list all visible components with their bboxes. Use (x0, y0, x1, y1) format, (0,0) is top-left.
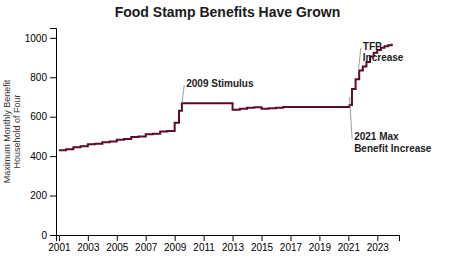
y-axis: 0 200 400 600 800 1000 (25, 29, 57, 241)
tick-mark (146, 235, 147, 241)
tick-mark (50, 117, 56, 118)
annotation: 2009 Stimulus (186, 78, 254, 89)
annotation-line-text: Benefit Increase (354, 143, 432, 154)
tick-mark (88, 235, 89, 241)
x-axis: 2001 2003 2005 2007 2009 2011 2013 2015 2017 2019… (48, 235, 399, 253)
annotation-line-text: Increase (363, 52, 404, 63)
tick-label: 2003 (77, 242, 100, 253)
data-layer (59, 44, 392, 150)
tick-mark (50, 77, 56, 78)
tick-label: 2011 (193, 242, 215, 253)
annotation-line (358, 48, 360, 71)
tick-label: 2017 (280, 242, 303, 253)
tick-label: 2009 (164, 242, 187, 253)
y-axis-title: Maximum Monthly BenefitHousehold of Four (2, 79, 22, 183)
annotation-line-text: 2021 Max (354, 131, 399, 142)
tick-label: 2023 (367, 242, 390, 253)
tick: 2011 (193, 235, 215, 253)
axis-line (50, 29, 57, 236)
tick-mark (59, 235, 60, 241)
tick-label: 2015 (251, 242, 274, 253)
annotation-line-text: 2009 Stimulus (186, 78, 254, 89)
tick-mark (175, 235, 176, 241)
annotation: TFPIncrease (363, 41, 404, 64)
tick-mark (233, 235, 234, 241)
tick-label: 600 (30, 111, 47, 122)
tick-mark (117, 235, 118, 241)
tick: 600 (30, 111, 56, 122)
tick-label: 0 (41, 230, 47, 241)
annotation-line (350, 97, 353, 138)
tick: 0 (41, 230, 56, 241)
tick-mark (50, 235, 56, 236)
annotation-line (182, 85, 184, 103)
tick-label: 2013 (222, 242, 245, 253)
tick: 2021 (338, 235, 361, 253)
tick-label: 2019 (309, 242, 332, 253)
tick-label: 200 (30, 190, 47, 201)
tick: 1000 (25, 33, 56, 44)
plot: 2001 2003 2005 2007 2009 2011 2013 2015 2017 2019… (25, 29, 432, 254)
tick: 2015 (251, 235, 274, 253)
y-axis-title-line: Maximum Monthly Benefit (2, 79, 12, 183)
tick: 200 (30, 190, 56, 201)
tick: 2013 (222, 235, 245, 253)
tick-mark (377, 235, 378, 241)
tick-mark (50, 156, 56, 157)
tick-mark (262, 235, 263, 241)
tick-mark (290, 235, 291, 241)
tick: 2005 (106, 235, 129, 253)
step-line (59, 44, 392, 150)
tick-mark (50, 196, 56, 197)
tick: 800 (30, 72, 56, 83)
tick: 2003 (77, 235, 100, 253)
tick: 2009 (164, 235, 187, 253)
y-axis-title-line: Household of Four (12, 94, 22, 168)
annotation: 2021 MaxBenefit Increase (354, 131, 432, 154)
tick-mark (50, 38, 56, 39)
tick-label: 2021 (338, 242, 361, 253)
tick-label: 2001 (48, 242, 71, 253)
tick-label: 800 (30, 72, 47, 83)
tick: 2019 (309, 235, 332, 253)
chart: 2001 2003 2005 2007 2009 2011 2013 2015 2017 2019… (0, 0, 474, 257)
tick: 2023 (367, 235, 390, 253)
tick: 2017 (280, 235, 303, 253)
tick-label: 1000 (25, 33, 48, 44)
tick-mark (348, 235, 349, 241)
tick-mark (204, 235, 205, 241)
axis-line (57, 236, 400, 242)
tick-label: 400 (30, 151, 47, 162)
title: Food Stamp Benefits Have Grown (115, 4, 341, 20)
tick-mark (319, 235, 320, 241)
tick-label: 2005 (106, 242, 129, 253)
tick: 2001 (48, 235, 71, 253)
annotations: 2009 Stimulus TFPIncrease 2021 MaxBenefit … (182, 41, 432, 154)
tick: 2007 (135, 235, 158, 253)
annotation-line-text: TFP (363, 41, 382, 52)
tick-label: 2007 (135, 242, 158, 253)
tick: 400 (30, 151, 56, 162)
